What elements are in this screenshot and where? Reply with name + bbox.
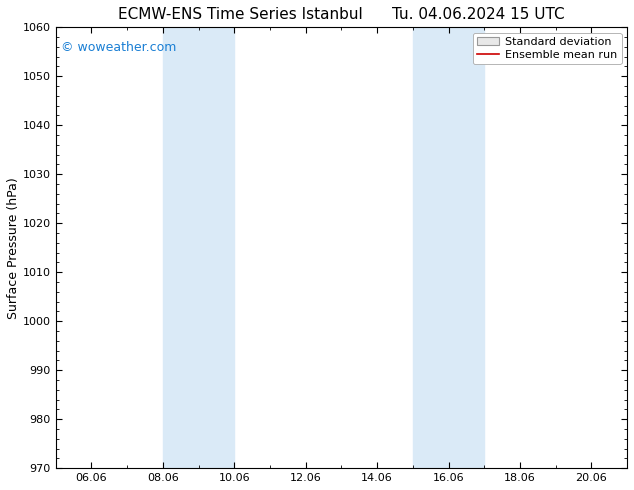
Bar: [413, 27, 484, 468]
Y-axis label: Surface Pressure (hPa): Surface Pressure (hPa): [7, 177, 20, 318]
Title: ECMW-ENS Time Series Istanbul      Tu. 04.06.2024 15 UTC: ECMW-ENS Time Series Istanbul Tu. 04.06.…: [118, 7, 565, 22]
Legend: Standard deviation, Ensemble mean run: Standard deviation, Ensemble mean run: [472, 33, 621, 64]
Text: © woweather.com: © woweather.com: [61, 41, 177, 53]
Bar: [163, 27, 234, 468]
